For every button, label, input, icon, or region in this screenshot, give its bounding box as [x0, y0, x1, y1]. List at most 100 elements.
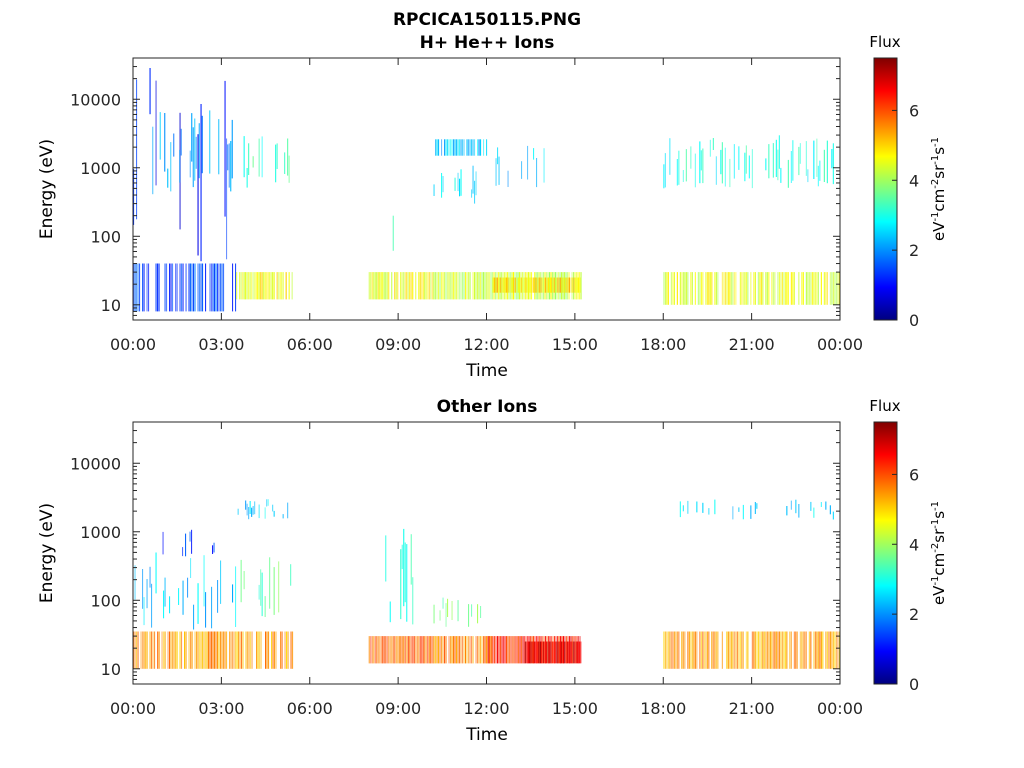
spectrogram-streak — [380, 636, 382, 664]
x-axis-label: Time — [465, 361, 508, 381]
spectrogram-streak — [134, 631, 136, 669]
spectrogram-streak — [236, 272, 238, 300]
spectrogram-streak — [533, 641, 535, 664]
spectrogram-streak — [518, 636, 520, 664]
spectrogram-streak — [224, 631, 226, 669]
spectrogram-streak — [525, 636, 527, 664]
spectrogram-streak — [750, 505, 752, 519]
spectrogram-streak — [163, 590, 165, 619]
spectrogram-streak — [444, 272, 446, 300]
spectrogram-streak — [211, 263, 213, 312]
spectrogram-streak — [388, 272, 390, 300]
spectrogram-streak — [537, 277, 539, 293]
spectrogram-streak — [386, 272, 388, 300]
spectrogram-streak — [732, 631, 734, 669]
spectrogram-streak — [504, 277, 506, 293]
spectrogram-streak — [517, 277, 519, 293]
spectrogram-streak — [406, 636, 408, 664]
spectrogram-streak — [496, 277, 498, 293]
spectrogram-streak — [472, 165, 474, 194]
spectrogram-streak — [267, 272, 269, 300]
spectrogram-streak — [484, 272, 486, 300]
spectrogram-streak — [164, 577, 166, 607]
spectrogram-streak — [392, 215, 394, 251]
spectrogram-streak — [801, 272, 803, 305]
spectrogram-streak — [786, 506, 788, 516]
spectrogram-streak — [462, 272, 464, 300]
spectrogram-streak — [521, 636, 523, 664]
colorbar: Flux 0 2 4 6 eV-1cm-2sr-1s-1 — [869, 397, 948, 694]
spectrogram-streak — [561, 277, 563, 293]
spectrogram-streak — [284, 631, 286, 669]
spectrogram-streak — [573, 636, 575, 664]
spectrogram-streak — [691, 272, 693, 305]
spectrogram-streak — [152, 631, 154, 669]
spectrogram-streak — [202, 263, 204, 312]
spectrogram-streak — [419, 272, 421, 300]
spectrogram-streak — [471, 189, 473, 198]
spectrogram-streak — [401, 272, 403, 300]
spectrogram-streak — [792, 272, 794, 305]
spectrogram-streak — [258, 272, 260, 300]
spectrogram-streak — [194, 118, 196, 181]
spectrogram-streak — [418, 272, 420, 300]
spectrogram-streak — [547, 277, 549, 293]
spectrogram-streak — [441, 139, 443, 156]
spectrogram-streak — [245, 272, 247, 300]
spectrogram-streak — [266, 499, 268, 507]
spectrogram-streak — [540, 636, 542, 664]
spectrogram-streak — [787, 272, 789, 305]
spectrogram-streak — [831, 272, 833, 305]
spectrogram-streak — [478, 272, 480, 300]
spectrogram-streak — [834, 631, 836, 669]
spectrogram-streak — [374, 636, 376, 664]
spectrogram-streak — [711, 631, 713, 669]
spectrogram-streak — [826, 631, 828, 669]
spectrogram-streak — [837, 272, 839, 305]
spectrogram-streak — [684, 272, 686, 305]
spectrogram-streak — [247, 631, 249, 669]
spectrogram-streak — [521, 161, 523, 179]
spectrogram-streak — [542, 641, 544, 664]
spectrogram-streak — [214, 631, 216, 669]
spectrogram-streak — [571, 641, 573, 664]
spectrogram-streak — [206, 631, 208, 669]
spectrogram-streak — [524, 641, 526, 664]
spectrogram-streak — [450, 139, 452, 156]
spectrogram-streak — [249, 272, 251, 300]
spectrogram-streak — [173, 631, 175, 669]
spectrogram-streak — [146, 631, 148, 669]
spectrogram-streak — [786, 272, 788, 305]
x-tick-label: 09:00 — [375, 699, 421, 718]
spectrogram-streak — [445, 636, 447, 664]
spectrogram-streak — [469, 272, 471, 300]
spectrogram-streak — [139, 263, 141, 312]
spectrogram-streak — [274, 631, 276, 669]
spectrogram-streak — [720, 149, 722, 175]
spectrogram-streak — [520, 277, 522, 293]
spectrogram-streak — [170, 142, 172, 192]
spectrogram-streak — [721, 142, 723, 184]
spectrogram-streak — [501, 636, 503, 664]
spectrogram-streak — [712, 631, 714, 669]
spectrogram-streak — [808, 272, 810, 305]
spectrogram-streak — [810, 631, 812, 669]
spectrogram-streak — [456, 139, 458, 156]
spectrogram-streak — [675, 631, 677, 669]
spectrogram-streak — [477, 272, 479, 300]
spectrogram-streak — [236, 631, 238, 669]
spectrogram-streak — [250, 631, 252, 669]
spectrogram-streak — [548, 636, 550, 664]
spectrogram-streak — [733, 144, 735, 179]
spectrogram-streak — [795, 499, 797, 514]
spectrogram-streak — [261, 272, 263, 300]
spectrogram-streak — [682, 272, 684, 305]
spectrogram-streak — [817, 631, 819, 669]
spectrogram-streak — [578, 641, 580, 664]
spectrogram-streak — [711, 272, 713, 305]
colorbar-tick-label: 6 — [909, 101, 919, 120]
spectrogram-streak — [444, 636, 446, 664]
spectrogram-streak — [278, 272, 280, 300]
spectrogram-streak — [230, 631, 232, 669]
spectrogram-streak — [456, 272, 458, 300]
